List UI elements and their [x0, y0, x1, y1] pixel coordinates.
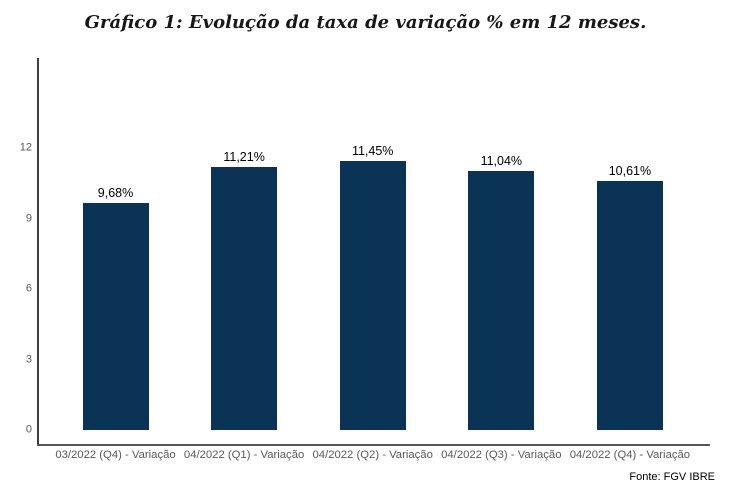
source-note: Fonte: FGV IBRE — [629, 471, 715, 483]
y-tick-label: 3 — [25, 353, 32, 365]
bar-value-label: 11,04% — [480, 154, 523, 168]
bar-value-label: 11,45% — [351, 144, 394, 158]
x-category-label: 04/2022 (Q2) - Variação — [312, 449, 433, 461]
x-category-label: 03/2022 (Q4) - Variação — [55, 449, 176, 461]
x-axis-line — [37, 444, 710, 446]
bar — [211, 167, 277, 430]
y-tick-label: 0 — [25, 423, 32, 436]
chart-title: Gráfico 1: Evolução da taxa de variação … — [84, 12, 647, 33]
y-axis-line — [37, 58, 39, 446]
bar — [597, 181, 663, 430]
y-tick-label: 9 — [25, 212, 32, 224]
bar-value-label: 10,61% — [608, 164, 652, 178]
y-tick-label: 12 — [19, 141, 32, 154]
y-tick-label: 6 — [25, 282, 32, 295]
x-category-label: 04/2022 (Q4) - Variação — [569, 449, 691, 461]
bar-value-label: 9,68% — [97, 186, 134, 200]
bar-value-label: 11,21% — [223, 150, 265, 164]
x-category-label: 04/2022 (Q3) - Variação — [441, 449, 562, 461]
bar — [468, 171, 534, 430]
bar — [83, 203, 149, 430]
bar — [340, 161, 406, 430]
x-category-label: 04/2022 (Q1) - Variação — [183, 449, 305, 461]
